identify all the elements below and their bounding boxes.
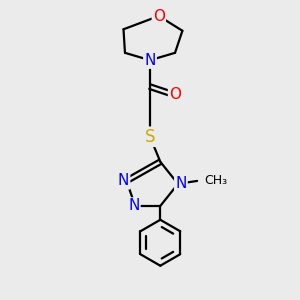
Text: O: O [153,8,165,23]
Text: N: N [144,53,156,68]
Text: O: O [169,87,181,102]
Text: N: N [118,173,129,188]
Text: N: N [175,176,187,191]
Text: S: S [145,128,155,146]
Text: CH₃: CH₃ [205,174,228,188]
Text: N: N [128,198,140,213]
